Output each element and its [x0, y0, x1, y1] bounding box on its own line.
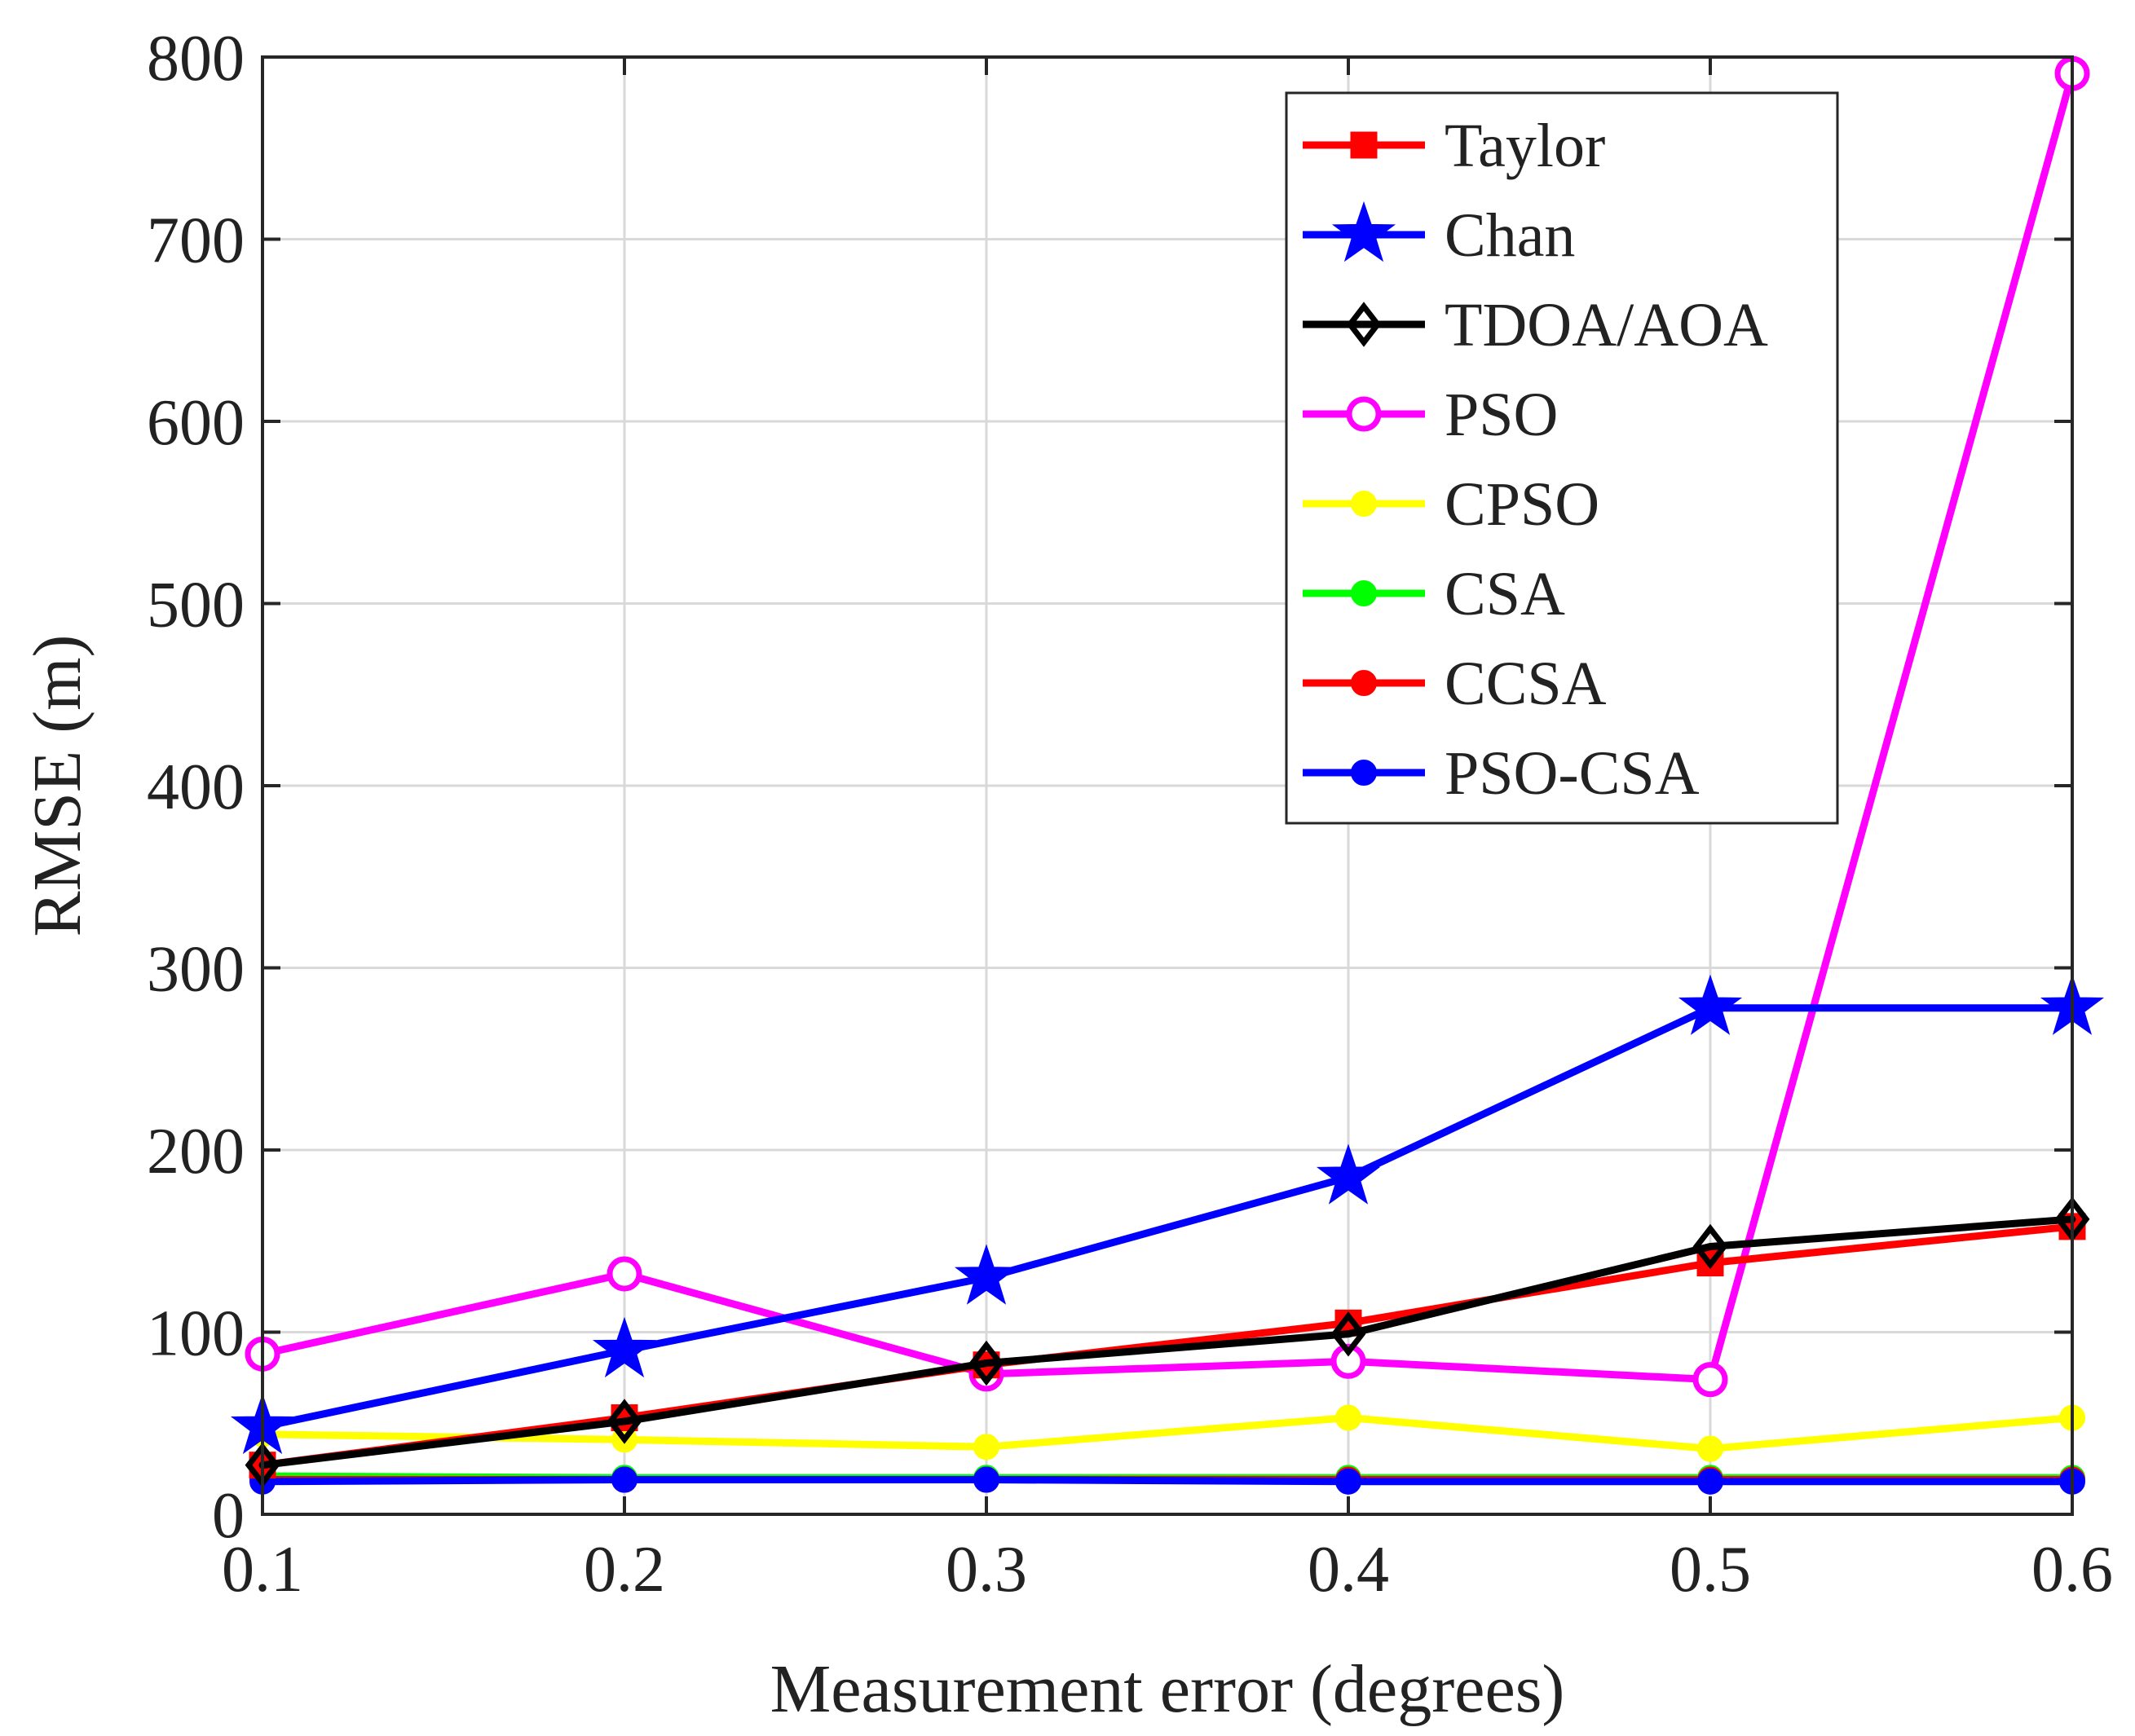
x-tick-label: 0.6	[2031, 1534, 2113, 1606]
y-tick-label: 500	[147, 570, 245, 641]
legend-label: Chan	[1445, 201, 1575, 270]
data-point	[1335, 1404, 1361, 1431]
data-point	[954, 1244, 1019, 1305]
x-tick-label: 0.3	[946, 1534, 1027, 1606]
legend-item: CPSO	[1303, 470, 1599, 539]
data-point	[611, 1466, 637, 1493]
legend-marker	[1351, 760, 1377, 786]
data-point	[1692, 1362, 1728, 1398]
legend: Taylor Chan TDOA/AOA PSO CPSO CSA CCSA PSO-CSA	[1285, 91, 1839, 825]
legend-label: CPSO	[1445, 470, 1599, 539]
x-tick-label: 0.5	[1670, 1534, 1751, 1606]
legend-marker	[1351, 670, 1377, 696]
data-point	[1692, 1223, 1728, 1270]
data-point	[607, 1399, 642, 1444]
x-tick-label: 0.4	[1308, 1534, 1389, 1606]
y-tick-label: 800	[147, 23, 245, 95]
axis-ticks: 0.1 0.2 0.3 0.4 0.5 0.6 0 100 200 300 400 500 600 700…	[147, 23, 2113, 1606]
series-line	[258, 69, 2076, 1384]
legend-box	[1285, 91, 1839, 825]
series-line	[258, 1004, 2076, 1431]
legend-item: Chan	[1303, 200, 1575, 270]
legend-label: PSO-CSA	[1445, 739, 1700, 808]
legend-item: CSA	[1303, 560, 1565, 628]
data-point	[1316, 1143, 1381, 1205]
legend-label: Taylor	[1445, 112, 1605, 180]
legend-item: Taylor	[1303, 112, 1605, 180]
legend-marker	[1331, 200, 1396, 262]
x-tick-label: 0.1	[222, 1534, 303, 1606]
data-point	[1335, 1468, 1361, 1495]
legend-item: PSO-CSA	[1303, 739, 1700, 808]
y-tick-label: 200	[147, 1116, 245, 1187]
series-line	[258, 1215, 2076, 1469]
x-tick-label: 0.2	[584, 1534, 665, 1606]
data-point	[973, 1434, 999, 1461]
data-point	[968, 1340, 1004, 1386]
y-tick-label: 400	[147, 751, 245, 823]
data-point	[1330, 1311, 1366, 1357]
data-point	[973, 1466, 999, 1493]
legend-item: TDOA/AOA	[1303, 291, 1768, 359]
data-point	[1697, 1435, 1723, 1462]
legend-label: TDOA/AOA	[1445, 291, 1768, 359]
y-tick-label: 700	[147, 205, 245, 277]
y-axis-label: RMSE (m)	[20, 634, 95, 936]
legend-marker	[1350, 131, 1378, 159]
legend-label: PSO	[1445, 381, 1558, 449]
x-axis-label: Measurement error (degrees)	[770, 1651, 1565, 1727]
data-point	[592, 1316, 657, 1378]
legend-label: CSA	[1445, 560, 1565, 628]
legend-label: CCSA	[1445, 650, 1607, 718]
y-tick-label: 300	[147, 934, 245, 1006]
legend-marker	[1351, 580, 1377, 606]
data-point	[607, 1256, 642, 1292]
data-series	[230, 55, 2105, 1495]
series-line	[258, 1414, 2076, 1452]
data-point	[1330, 1343, 1366, 1379]
series-line	[258, 1476, 2076, 1486]
y-tick-label: 100	[147, 1298, 245, 1370]
legend-marker	[1351, 491, 1377, 517]
legend-item: PSO	[1303, 381, 1558, 449]
legend-marker	[1346, 302, 1382, 347]
y-tick-label: 0	[212, 1480, 245, 1552]
data-point	[1697, 1468, 1723, 1495]
legend-marker	[1346, 396, 1382, 432]
y-tick-label: 600	[147, 387, 245, 459]
data-point	[1678, 974, 1743, 1035]
legend-item: CCSA	[1303, 650, 1607, 718]
